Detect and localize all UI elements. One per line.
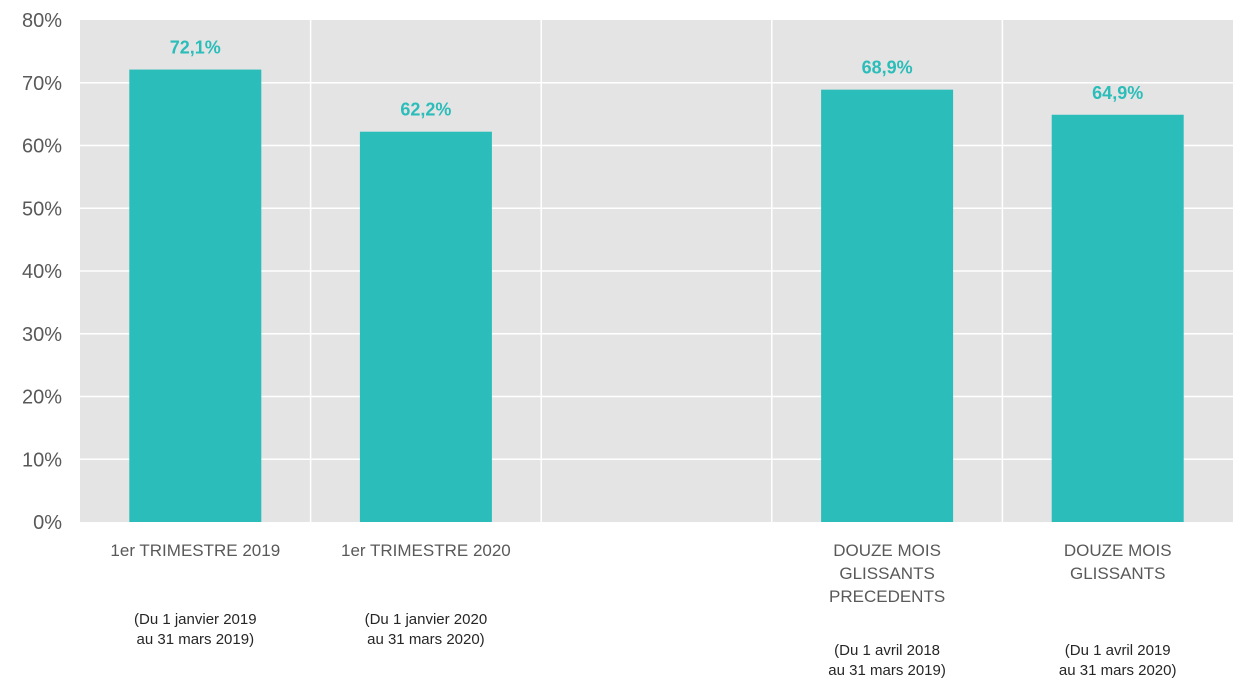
bar <box>1051 114 1184 522</box>
y-tick-label: 30% <box>22 324 62 346</box>
data-label: 72,1% <box>170 38 221 58</box>
category-note: au 31 mars 2020) <box>1059 662 1177 679</box>
y-tick-label: 40% <box>22 261 62 283</box>
y-tick-label: 20% <box>22 387 62 409</box>
bar <box>821 89 954 522</box>
category-note: (Du 1 janvier 2019 <box>134 611 257 628</box>
category-note: (Du 1 avril 2019 <box>1065 642 1171 659</box>
data-label: 68,9% <box>862 58 913 78</box>
y-tick-label: 60% <box>22 136 62 158</box>
data-label: 62,2% <box>400 100 451 120</box>
category-notes: (Du 1 janvier 2019 au 31 mars 2019) (Du 1 … <box>134 611 1176 679</box>
y-tick-label: 10% <box>22 449 62 471</box>
data-labels: 72,1% 62,2% 68,9% 64,9% <box>170 38 1143 120</box>
category-label: PRECEDENTS <box>829 587 945 606</box>
category-labels: 1er TRIMESTRE 2019 1er TRIMESTRE 2020 DOUZ… <box>110 541 1171 606</box>
category-label: 1er TRIMESTRE 2020 <box>341 541 511 560</box>
category-label: GLISSANTS <box>1070 564 1165 583</box>
data-label: 64,9% <box>1092 83 1143 103</box>
y-tick-label: 70% <box>22 73 62 95</box>
y-tick-label: 80% <box>22 10 62 32</box>
bar <box>359 131 492 522</box>
category-label: GLISSANTS <box>839 564 934 583</box>
category-label: DOUZE MOIS <box>1064 541 1172 560</box>
bar <box>129 69 262 522</box>
category-label: DOUZE MOIS <box>833 541 941 560</box>
gridlines <box>80 20 1233 522</box>
category-note: (Du 1 janvier 2020 <box>365 611 488 628</box>
category-note: au 31 mars 2019) <box>828 662 946 679</box>
bars <box>129 69 1184 522</box>
category-note: au 31 mars 2020) <box>367 631 485 648</box>
category-note: (Du 1 avril 2018 <box>834 642 940 659</box>
y-tick-label: 0% <box>33 512 62 534</box>
category-note: au 31 mars 2019) <box>137 631 255 648</box>
y-tick-label: 50% <box>22 198 62 220</box>
y-axis-tick-labels: 0% 10% 20% 30% 40% 50% 60% 70% 80% <box>22 10 62 534</box>
category-label: 1er TRIMESTRE 2019 <box>110 541 280 560</box>
